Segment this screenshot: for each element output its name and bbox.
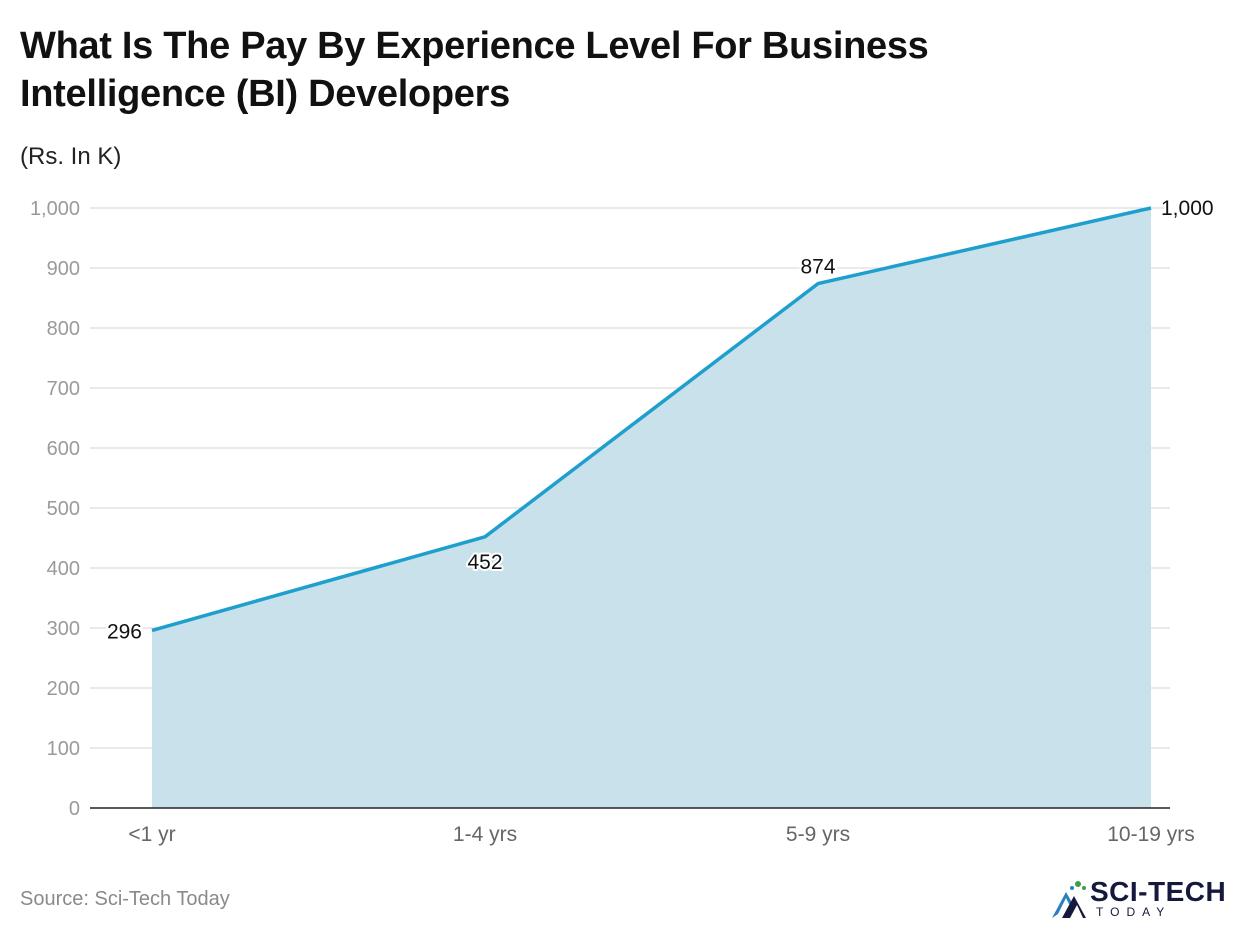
data-label: 452 — [467, 551, 502, 574]
logo-wordmark: SCI-TECH — [1090, 876, 1227, 907]
data-label: 1,000 — [1161, 197, 1214, 220]
x-tick-label: <1 yr — [128, 823, 175, 846]
y-axis-unit-label: (Rs. In K) — [20, 143, 122, 170]
y-tick-label: 0 — [69, 798, 80, 820]
y-tick-label: 900 — [47, 258, 80, 280]
y-tick-label: 100 — [47, 738, 80, 760]
data-labels: 296 452 874 1,000 — [105, 195, 1216, 645]
logo-subtext: TODAY — [1096, 905, 1172, 919]
y-axis-ticks: 0 100 200 300 400 500 600 700 800 900 1,000 — [30, 198, 80, 820]
y-tick-label: 1,000 — [30, 198, 80, 220]
chart-title: What Is The Pay By Experience Level For … — [20, 25, 929, 115]
y-tick-label: 400 — [47, 558, 80, 580]
y-tick-label: 300 — [47, 618, 80, 640]
x-tick-label: 5-9 yrs — [786, 823, 850, 846]
series-line — [151, 206, 1152, 633]
x-tick-label: 1-4 yrs — [453, 823, 517, 846]
data-label: 874 — [800, 256, 835, 279]
source-note: Source: Sci-Tech Today — [20, 888, 230, 910]
y-tick-label: 700 — [47, 378, 80, 400]
x-tick-label: 10-19 yrs — [1107, 823, 1195, 846]
y-tick-label: 200 — [47, 678, 80, 700]
logo-mark-icon — [1052, 881, 1086, 918]
x-axis-ticks: <1 yr 1-4 yrs 5-9 yrs 10-19 yrs — [128, 823, 1194, 846]
area-fill — [152, 208, 1151, 808]
y-tick-label: 800 — [47, 318, 80, 340]
y-tick-label: 500 — [47, 498, 80, 520]
y-tick-label: 600 — [47, 438, 80, 460]
sci-tech-today-logo: SCI-TECH TODAY — [1050, 876, 1230, 922]
data-label: 296 — [107, 620, 142, 643]
